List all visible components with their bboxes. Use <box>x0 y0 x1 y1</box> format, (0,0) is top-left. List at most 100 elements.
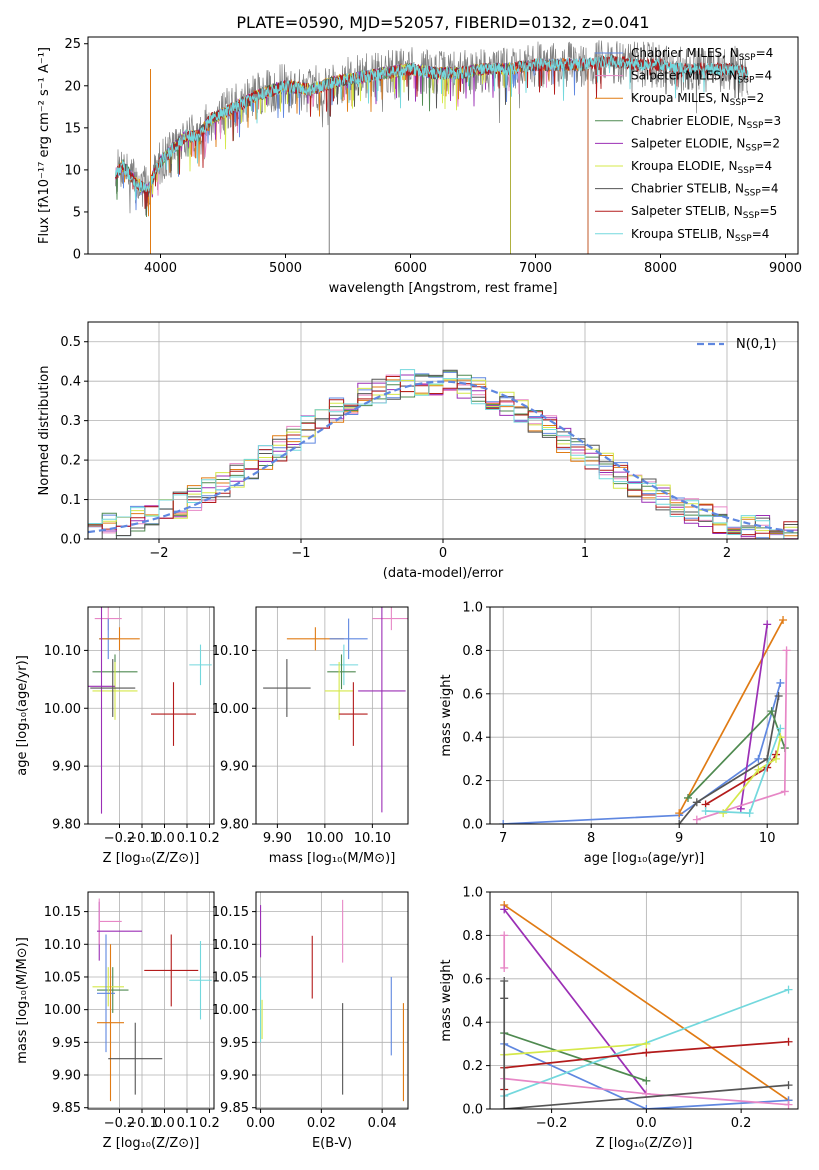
x-tick-label: 0.0 <box>636 1116 657 1131</box>
axes-frame <box>489 891 799 1110</box>
series-marker <box>675 809 684 818</box>
series-marker <box>780 787 789 796</box>
series-line <box>678 619 784 814</box>
x-tick-label: 0.2 <box>199 1116 220 1131</box>
plot-area <box>256 892 408 1109</box>
series-marker <box>684 793 692 802</box>
errorbar-kroupa-stelib <box>189 941 212 1020</box>
panel-mass_vs_ebv: 0.00 0.02 0.04 9.85 9.90 9.95 10.00 10.05 10.10 1… <box>212 891 409 1151</box>
x-tick-label: 9 <box>675 831 683 846</box>
y-tick-label: 9.90 <box>52 1069 81 1084</box>
panel-weight_vs_Z: −0.2 0.0 0.2 0.0 0.2 0.4 0.6 0.8 1.0 Z [log₁₀(Z/Z… <box>439 886 799 1151</box>
y-tick-label: 0.4 <box>60 375 81 390</box>
y-tick-label: 9.85 <box>220 1101 249 1116</box>
y-tick-label: 0.1 <box>60 493 81 508</box>
series-line <box>503 682 782 824</box>
series-marker <box>642 1076 651 1085</box>
y-tick-label: 0.6 <box>462 687 483 702</box>
plot-area <box>490 607 798 824</box>
y-tick-label: 10.00 <box>44 1003 81 1018</box>
series-marker <box>719 809 728 818</box>
y-tick-label: 0.8 <box>462 929 483 944</box>
axes-frame <box>255 606 409 825</box>
x-tick-label: 9000 <box>769 261 802 276</box>
legend-label-kroupa-stelib: Kroupa STELIB, NSSP=4 <box>631 227 769 244</box>
y-tick-label: 10.05 <box>212 970 249 985</box>
y-tick-label: 25 <box>64 37 81 52</box>
y-axis-label: mass weight <box>439 959 454 1041</box>
errorbar-salpeter-stelib <box>339 682 368 746</box>
series-salpeter-miles <box>500 931 509 972</box>
y-tick-label: 15 <box>64 121 81 136</box>
y-tick-label: 10.05 <box>44 970 81 985</box>
series-marker <box>692 815 701 824</box>
y-tick-label: 0.0 <box>462 818 483 833</box>
y-tick-label: 1.0 <box>462 886 483 901</box>
y-tick-label: 9.80 <box>52 818 81 833</box>
series-marker <box>500 963 509 972</box>
axes-frame <box>489 606 799 825</box>
errorbar-chabrier-miles <box>97 934 115 1053</box>
series-marker <box>675 820 684 824</box>
normal-legend-label: N(0,1) <box>736 337 777 352</box>
series-marker <box>500 931 509 940</box>
errorbar-chabrier-miles <box>329 618 368 660</box>
x-axis-label: (data-model)/error <box>383 566 504 581</box>
series-marker <box>692 798 701 807</box>
axes-frame <box>87 891 215 1110</box>
y-tick-label: 9.95 <box>52 1036 81 1051</box>
series-marker <box>776 678 785 687</box>
histogram-salpeter-stelib <box>88 376 798 536</box>
x-axis-label: mass [log₁₀(M/M⊙)] <box>269 851 396 866</box>
panel-age_vs_mass: 9.90 10.00 10.10 9.80 9.90 10.00 10.10 mass [lo… <box>212 606 409 866</box>
spectrum-kroupa-stelib <box>115 54 749 201</box>
histogram-salpeter-elodie <box>88 374 798 537</box>
x-tick-label: 7000 <box>519 261 552 276</box>
errorbar-chabrier-stelib <box>108 1022 163 1095</box>
y-tick-label: 10.00 <box>44 702 81 717</box>
y-tick-label: 5 <box>73 205 81 220</box>
x-tick-label: 0.2 <box>731 1116 752 1131</box>
x-tick-label: −0.2 <box>104 831 136 846</box>
y-tick-label: 0 <box>73 248 81 263</box>
series-line <box>503 1043 789 1109</box>
spectrum-legend: Chabrier MILES, NSSP=4 Salpeter MILES, NS… <box>595 46 781 244</box>
x-tick-label: 0.0 <box>154 831 175 846</box>
y-tick-label: 0.4 <box>462 1016 483 1031</box>
series-marker <box>642 1105 651 1109</box>
y-tick-label: 10.10 <box>44 644 81 659</box>
x-tick-label: 6000 <box>394 261 427 276</box>
y-tick-label: 10.00 <box>212 702 249 717</box>
errorbar-salpeter-elodie <box>358 607 406 813</box>
errorbar-chabrier-elodie <box>97 967 129 1013</box>
x-tick-label: 0.0 <box>154 1116 175 1131</box>
plot-area <box>256 607 408 824</box>
x-tick-label: 0.2 <box>199 831 220 846</box>
panel-age_vs_Z: −0.2−0.10.0 0.1 0.2 9.80 9.90 10.00 10.10 Z [lo… <box>15 606 220 866</box>
x-tick-label: 4000 <box>144 261 177 276</box>
x-tick-label: 2 <box>723 546 731 561</box>
y-tick-label: 0.8 <box>462 644 483 659</box>
x-axis-label: Z [log₁₀(Z/Z⊙)] <box>103 851 200 866</box>
series-chabrier-stelib <box>675 691 783 824</box>
x-tick-label: 0.04 <box>368 1116 397 1131</box>
series-marker <box>500 905 509 914</box>
x-axis-label: Z [log₁₀(Z/Z⊙)] <box>596 1136 693 1151</box>
legend-label-salpeter-stelib: Salpeter STELIB, NSSP=5 <box>631 204 777 221</box>
x-tick-label: −0.2 <box>536 1116 568 1131</box>
errorbar-kroupa-elodie <box>92 967 124 1007</box>
y-tick-label: 0.2 <box>462 774 483 789</box>
x-tick-label: −0.1 <box>126 1116 158 1131</box>
errorbar-kroupa-elodie <box>324 661 354 720</box>
errorbar-chabrier-elodie <box>327 654 356 690</box>
legend-label-kroupa-elodie: Kroupa ELODIE, NSSP=4 <box>631 159 772 176</box>
series-line <box>503 908 648 1095</box>
x-axis-label: wavelength [Angstrom, rest frame] <box>329 281 558 296</box>
y-tick-label: 10.00 <box>212 1003 249 1018</box>
series-line <box>678 695 780 824</box>
series-salpeter-elodie <box>736 620 772 813</box>
errorbar-kroupa-stelib <box>329 644 359 686</box>
errorbar-kroupa-miles <box>97 944 124 1102</box>
panel-residuals: −2 −1 0 1 2 0.0 0.1 0.2 0.3 0.4 0.5 (data-model)/er… <box>37 321 799 581</box>
